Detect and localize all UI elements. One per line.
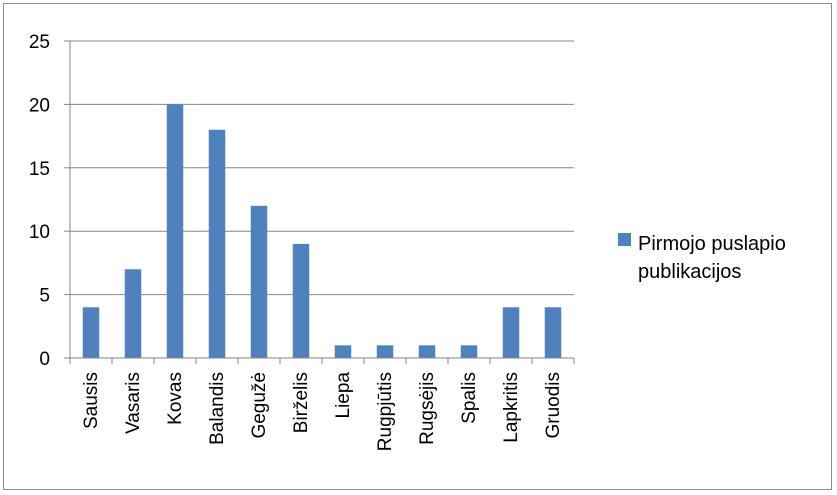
y-tick-label: 25 (29, 32, 50, 53)
x-tick-label: Vasaris (123, 372, 144, 434)
y-tick-label: 20 (29, 95, 50, 116)
x-tick-label: Rugpjūtis (375, 372, 396, 451)
x-tick-label: Gruodis (543, 372, 564, 439)
y-tick-labels: 0 5 10 15 20 25 (29, 32, 50, 370)
legend: Pirmojo puslapio publikacijos (618, 233, 786, 283)
x-tick-label: Gegužė (249, 372, 270, 439)
bar (124, 269, 142, 358)
legend-swatch (618, 233, 631, 246)
bars (82, 104, 562, 359)
x-tick-label: Balandis (207, 372, 228, 445)
x-tick-label: Rugsėjis (417, 372, 438, 445)
bar (376, 345, 394, 358)
x-tick-label: Liepa (333, 372, 354, 419)
x-tick-label: Kovas (165, 372, 186, 425)
chart-area (3, 3, 832, 490)
x-tick-label: Spalis (459, 372, 480, 424)
bar (166, 104, 184, 359)
y-tick-label: 5 (39, 286, 50, 307)
bar (208, 129, 226, 358)
bar (334, 345, 352, 358)
y-tick-label: 0 (39, 349, 50, 370)
bar (418, 345, 436, 358)
y-tick-label: 15 (29, 159, 50, 180)
bar (460, 345, 478, 358)
gridlines (64, 40, 574, 359)
legend-label-line-1: Pirmojo puslapio (638, 233, 786, 255)
x-tick-label: Lapkritis (501, 372, 522, 443)
bar (82, 307, 100, 358)
bar (502, 307, 520, 358)
legend-label-line-2: publikacijos (638, 261, 741, 283)
axes (69, 41, 575, 364)
y-tick-label: 10 (29, 222, 50, 243)
bar (292, 243, 310, 358)
x-tick-labels: Sausis Vasaris Kovas Balandis Gegužė Birželis… (81, 372, 564, 452)
bar (544, 307, 562, 358)
x-tick-label: Sausis (81, 372, 102, 429)
bar (250, 205, 268, 358)
x-tick-label: Birželis (291, 372, 312, 433)
